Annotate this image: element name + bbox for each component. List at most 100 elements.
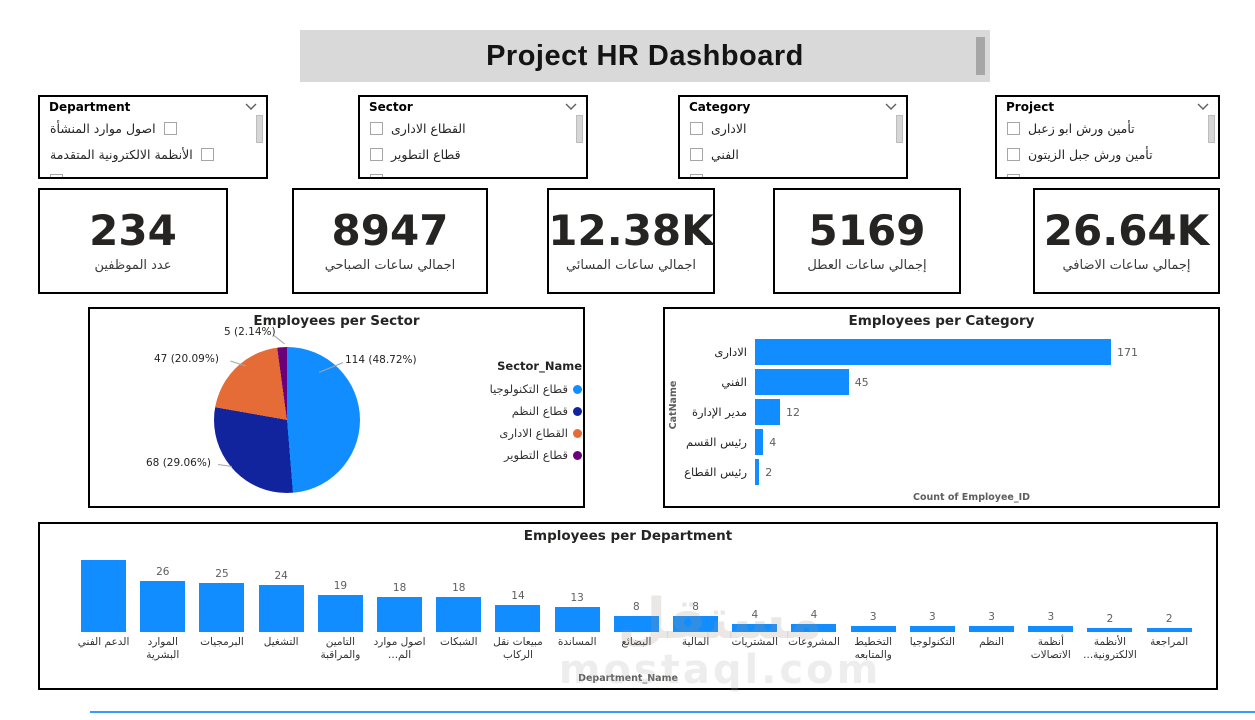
category-bar-row[interactable]: الفني 45 xyxy=(667,367,1216,397)
bar[interactable] xyxy=(81,559,126,632)
department-bar-group[interactable]: 2 المراجعة xyxy=(1140,524,1199,688)
category-bar-row[interactable]: الادارى 171 xyxy=(667,337,1216,367)
slicer-scrollbar[interactable] xyxy=(1208,115,1215,143)
department-bar-group[interactable]: 4 المشروعات xyxy=(784,524,843,688)
x-axis-title: Count of Employee_ID xyxy=(912,492,1031,503)
department-bar-group[interactable]: 37الدعم الفني xyxy=(74,524,133,688)
bar[interactable] xyxy=(791,624,837,632)
chevron-down-icon[interactable] xyxy=(1197,103,1209,111)
bar[interactable] xyxy=(755,429,764,455)
department-bar-group[interactable]: 18 اصول موارد الم... xyxy=(370,524,429,688)
bar[interactable] xyxy=(1028,626,1074,632)
slicer-option[interactable]: تأمين ورش ابو زعبل xyxy=(997,115,1218,141)
department-bar-group[interactable]: 26 الموارد البشرية xyxy=(133,524,192,688)
chevron-down-icon[interactable] xyxy=(245,103,257,111)
bar[interactable] xyxy=(613,616,659,632)
bar[interactable] xyxy=(554,606,600,632)
bar[interactable] xyxy=(199,583,245,632)
banner-scrollbar[interactable] xyxy=(976,37,985,75)
bar-value-label: 4 xyxy=(769,435,777,449)
bar[interactable] xyxy=(755,369,849,395)
checkbox[interactable] xyxy=(370,147,383,161)
department-bar-group[interactable]: 8 المالية xyxy=(666,524,725,688)
slicer-option[interactable] xyxy=(360,167,586,177)
bar[interactable] xyxy=(436,596,482,632)
checkbox[interactable] xyxy=(50,173,63,177)
slicer-option[interactable]: اصول موارد المنشأة xyxy=(40,115,266,141)
bar-category-label: البرمجيات xyxy=(200,636,244,648)
slicer-option[interactable] xyxy=(997,167,1218,177)
department-bar-group[interactable]: 3 التخطيط والمتابعه xyxy=(844,524,903,688)
checkbox[interactable] xyxy=(200,147,214,161)
slicer-option[interactable]: قطاع التطوير xyxy=(360,141,586,167)
bar[interactable] xyxy=(755,459,760,485)
department-bar-group[interactable]: 24 التشغيل xyxy=(252,524,311,688)
bar[interactable] xyxy=(377,596,422,632)
slicer-scrollbar[interactable] xyxy=(256,115,263,143)
slicer-project: Project تأمين ورش ابو زعبل تأمين ورش جبل… xyxy=(995,95,1220,179)
chart-title: Employees per Sector xyxy=(253,313,420,329)
bar[interactable] xyxy=(969,626,1014,632)
bar[interactable] xyxy=(1087,628,1133,632)
bar[interactable] xyxy=(1146,628,1192,632)
department-bar-group[interactable]: 4 المشتريات xyxy=(725,524,784,688)
department-bar-group[interactable]: 13 المساندة xyxy=(548,524,607,688)
checkbox[interactable] xyxy=(1007,173,1020,177)
slicer-option[interactable]: الادارى xyxy=(680,115,906,141)
category-bar-row[interactable]: مدير الإدارة 12 xyxy=(667,397,1216,427)
legend-label: القطاع الادارى xyxy=(499,426,568,440)
legend-item[interactable]: قطاع النظم xyxy=(480,400,582,422)
checkbox[interactable] xyxy=(370,121,383,135)
slicer-sector-header[interactable]: Sector xyxy=(360,97,586,115)
kpi-label: إجمالي ساعات الاضافي xyxy=(1062,258,1191,274)
slicer-project-header[interactable]: Project xyxy=(997,97,1218,115)
checkbox[interactable] xyxy=(370,173,383,177)
legend-item[interactable]: قطاع التكنولوجيا xyxy=(480,378,582,400)
bar[interactable] xyxy=(495,604,541,632)
department-bar-group[interactable]: 2 الأنظمة الالكترونية... xyxy=(1080,524,1139,688)
legend-item[interactable]: القطاع الادارى xyxy=(480,422,582,444)
checkbox[interactable] xyxy=(690,147,703,161)
chevron-down-icon[interactable] xyxy=(885,103,897,111)
checkbox[interactable] xyxy=(1007,121,1020,135)
slicer-category-header[interactable]: Category xyxy=(680,97,906,115)
department-bar-group[interactable]: 3 أنظمة الاتصالات xyxy=(1021,524,1080,688)
slicer-option[interactable]: الأنظمة الالكترونية المتقدمة xyxy=(40,141,266,167)
sector-pie-chart[interactable] xyxy=(214,347,360,493)
slicer-option-label: الأنظمة الالكترونية المتقدمة xyxy=(50,146,193,162)
legend-label: قطاع التطوير xyxy=(503,448,568,462)
department-bar-group[interactable]: 8 البضائع xyxy=(607,524,666,688)
slicer-scrollbar[interactable] xyxy=(896,115,903,143)
department-bar-group[interactable]: 19 التامين والمراقبة xyxy=(311,524,370,688)
slicer-option[interactable]: القطاع الادارى xyxy=(360,115,586,141)
slicer-option[interactable] xyxy=(40,167,266,177)
bar[interactable] xyxy=(258,585,304,632)
bar[interactable] xyxy=(140,581,186,632)
bar[interactable] xyxy=(755,339,1111,365)
department-bar-group[interactable]: 18 الشبكات xyxy=(429,524,488,688)
department-bar-group[interactable]: 3 التكنولوجيا xyxy=(903,524,962,688)
category-bar-row[interactable]: رئيس القسم 4 xyxy=(667,427,1216,457)
slicer-department-header[interactable]: Department xyxy=(40,97,266,115)
category-bar-row[interactable]: رئيس القطاع 2 xyxy=(667,457,1216,487)
department-bar-group[interactable]: 3 النظم xyxy=(962,524,1021,688)
chevron-down-icon[interactable] xyxy=(565,103,577,111)
legend-item[interactable]: قطاع التطوير xyxy=(480,444,582,466)
slicer-option[interactable]: تأمين ورش جبل الزيتون xyxy=(997,141,1218,167)
bar[interactable] xyxy=(850,626,896,632)
department-bar-group[interactable]: 25 البرمجيات xyxy=(192,524,251,688)
bar[interactable] xyxy=(909,626,955,632)
bar[interactable] xyxy=(755,399,780,425)
slicer-scrollbar[interactable] xyxy=(576,115,583,143)
slicer-option[interactable] xyxy=(680,167,906,177)
slicer-option[interactable]: الفني xyxy=(680,141,906,167)
checkbox[interactable] xyxy=(163,121,177,135)
bar[interactable] xyxy=(317,595,363,632)
checkbox[interactable] xyxy=(690,173,703,177)
department-bar-group[interactable]: 14 مبيعات نقل الركاب xyxy=(488,524,547,688)
checkbox[interactable] xyxy=(1007,147,1020,161)
checkbox[interactable] xyxy=(690,121,703,135)
bar[interactable] xyxy=(732,624,778,632)
kpi-value: 234 xyxy=(89,205,177,255)
bar[interactable] xyxy=(673,616,718,632)
